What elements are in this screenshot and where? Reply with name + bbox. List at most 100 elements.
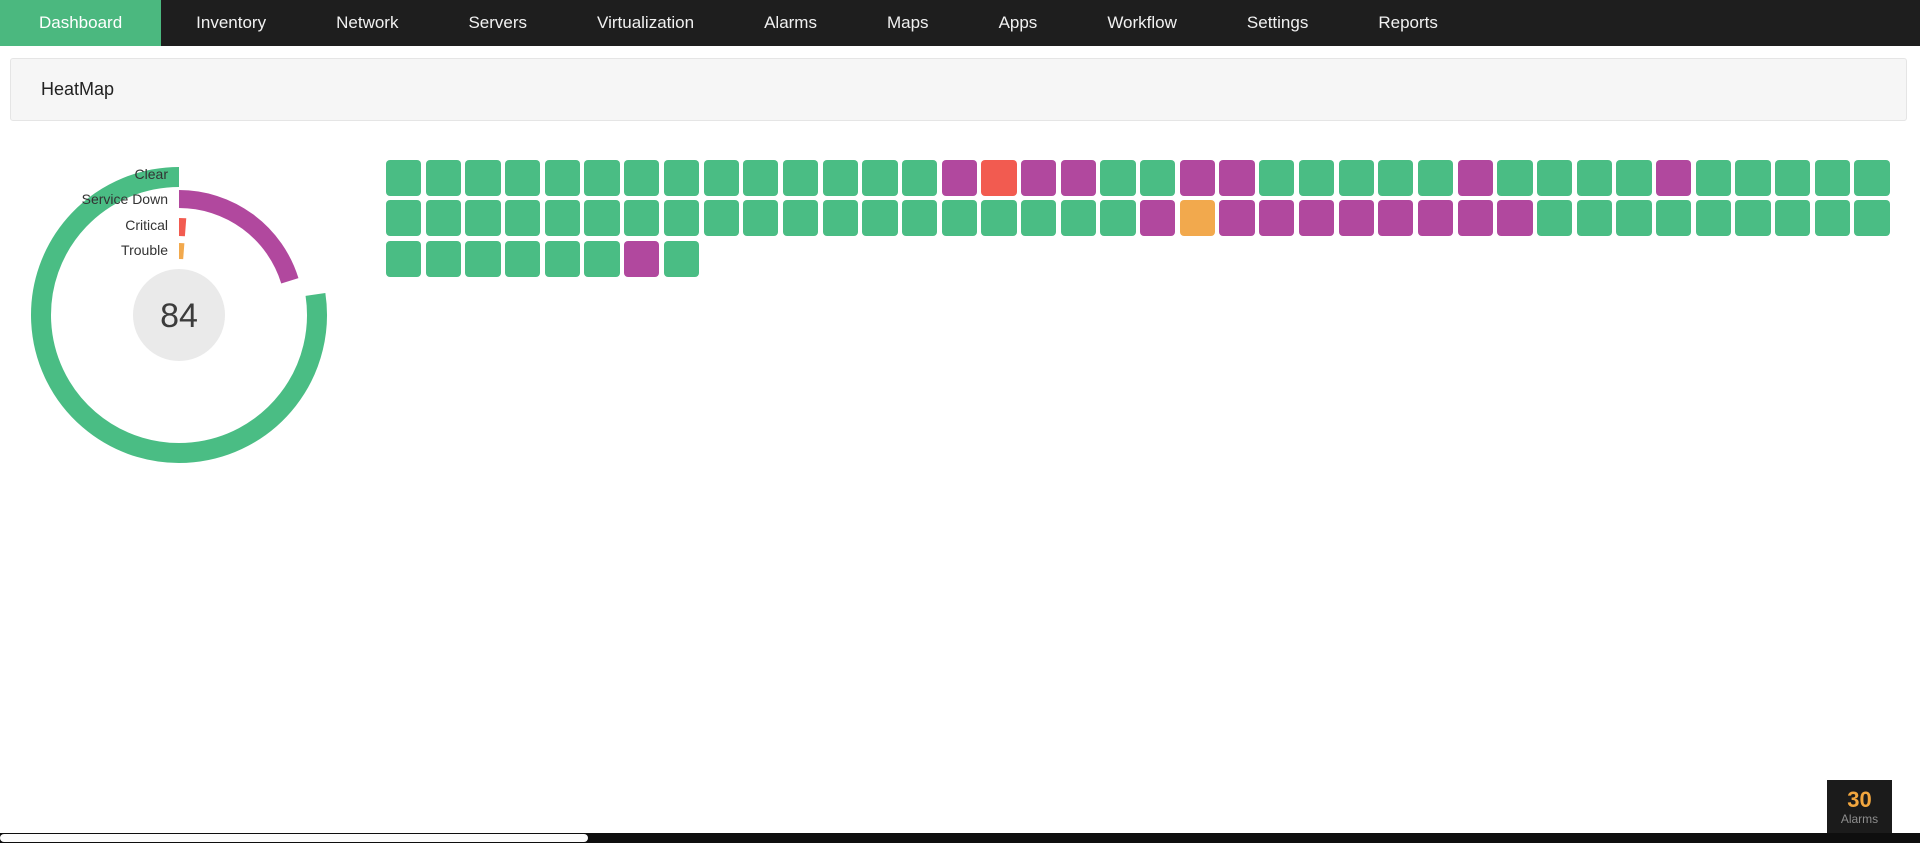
heatmap-cell-clear[interactable] [624,200,660,237]
heatmap-cell-service-down[interactable] [1457,200,1493,237]
heatmap-cell-clear[interactable] [1576,160,1612,196]
gauge-arc-clear [31,167,327,463]
nav-tab-inventory[interactable]: Inventory [196,13,267,32]
heatmap-cell-clear[interactable] [386,240,422,277]
heatmap-cell-clear[interactable] [1100,200,1136,237]
heatmap-cell-clear[interactable] [1775,200,1811,237]
heatmap-cell-service-down[interactable] [1219,200,1255,237]
heatmap-cell-clear[interactable] [1140,160,1176,196]
heatmap-cell-clear[interactable] [1775,160,1811,196]
heatmap-cell-clear[interactable] [1378,160,1414,196]
heatmap-cell-clear[interactable] [1695,200,1731,237]
nav-tab-alarms[interactable]: Alarms [764,13,817,32]
heatmap-cell-clear[interactable] [1060,200,1096,237]
heatmap-cell-clear[interactable] [1259,160,1295,196]
heatmap-cell-service-down[interactable] [1259,200,1295,237]
heatmap-cell-clear[interactable] [386,160,422,196]
heatmap-cell-clear[interactable] [1576,200,1612,237]
heatmap-cell-service-down[interactable] [1021,160,1057,196]
nav-tab-reports[interactable]: Reports [1378,13,1438,32]
heatmap-cell-clear[interactable] [465,240,501,277]
heatmap-cell-clear[interactable] [386,200,422,237]
heatmap-cell-clear[interactable] [743,160,779,196]
nav-tab-dashboard[interactable]: Dashboard [0,0,162,46]
heatmap-cell-clear[interactable] [584,240,620,277]
heatmap-cell-clear[interactable] [425,160,461,196]
heatmap-cell-clear[interactable] [941,200,977,237]
heatmap-cell-service-down[interactable] [1378,200,1414,237]
heatmap-cell-clear[interactable] [544,240,581,277]
nav-tab-network[interactable]: Network [336,13,399,32]
heatmap-cell-clear[interactable] [544,200,581,237]
heatmap-cell-service-down[interactable] [624,240,660,277]
nav-tab-apps[interactable]: Apps [998,13,1038,32]
nav-tab-servers[interactable]: Servers [468,13,528,32]
heatmap-cell-clear[interactable] [663,200,700,237]
heatmap-cell-clear[interactable] [425,240,461,277]
heatmap-cell-clear[interactable] [901,160,938,196]
heatmap-cell-clear[interactable] [505,160,541,196]
heatmap-cell-clear[interactable] [981,200,1017,237]
heatmap-panel: HeatMap 84 Clear Service Down Critical Trou… [10,58,1907,706]
heatmap-cell-clear[interactable] [1536,200,1573,237]
heatmap-cell-clear[interactable] [703,160,739,196]
heatmap-cell-clear[interactable] [465,160,501,196]
heatmap-cell-service-down[interactable] [1457,160,1493,196]
heatmap-cell-clear[interactable] [782,160,819,196]
heatmap-cell-clear[interactable] [901,200,938,237]
heatmap-cell-clear[interactable] [1536,160,1573,196]
heatmap-cell-clear[interactable] [822,160,858,196]
heatmap-cell-clear[interactable] [425,200,461,237]
heatmap-cell-clear[interactable] [1616,160,1652,196]
heatmap-cell-service-down[interactable] [1497,200,1533,237]
heatmap-cell-service-down[interactable] [1338,200,1374,237]
nav-tab-virtualization[interactable]: Virtualization [597,13,695,32]
heatmap-cell-clear[interactable] [505,200,541,237]
heatmap-cell-clear[interactable] [1854,200,1890,237]
heatmap-cell-clear[interactable] [1338,160,1374,196]
horizontal-scrollbar-thumb[interactable] [0,834,588,842]
heatmap-cell-clear[interactable] [624,160,660,196]
heatmap-cell-clear[interactable] [1814,200,1851,237]
heatmap-cell-clear[interactable] [1854,160,1890,196]
heatmap-cell-clear[interactable] [505,240,541,277]
heatmap-cell-clear[interactable] [743,200,779,237]
heatmap-cell-clear[interactable] [1814,160,1851,196]
heatmap-cell-clear[interactable] [465,200,501,237]
heatmap-cell-clear[interactable] [1735,200,1771,237]
heatmap-cell-clear[interactable] [663,240,700,277]
heatmap-cell-service-down[interactable] [1417,200,1454,237]
heatmap-cell-clear[interactable] [1497,160,1533,196]
alarms-badge[interactable]: 30 Alarms [1827,780,1892,834]
heatmap-cell-service-down[interactable] [1140,200,1176,237]
heatmap-cell-service-down[interactable] [941,160,977,196]
heatmap-cell-clear[interactable] [782,200,819,237]
heatmap-cell-clear[interactable] [1735,160,1771,196]
nav-tab-workflow[interactable]: Workflow [1107,13,1177,32]
heatmap-cell-service-down[interactable] [1060,160,1096,196]
heatmap-cell-clear[interactable] [1656,200,1692,237]
heatmap-cell-service-down[interactable] [1298,200,1335,237]
heatmap-cell-clear[interactable] [584,160,620,196]
heatmap-cell-critical[interactable] [981,160,1017,196]
heatmap-cell-clear[interactable] [1695,160,1731,196]
nav-tab-maps[interactable]: Maps [886,13,929,32]
heatmap-cell-clear[interactable] [1021,200,1057,237]
heatmap-cell-service-down[interactable] [1219,160,1255,196]
heatmap-cell-clear[interactable] [703,200,739,237]
heatmap-cell-clear[interactable] [663,160,700,196]
nav-tab-settings[interactable]: Settings [1246,13,1309,32]
heatmap-cell-clear[interactable] [822,200,858,237]
heatmap-cell-clear[interactable] [584,200,620,237]
heatmap-cell-clear[interactable] [862,200,898,237]
heatmap-cell-clear[interactable] [1417,160,1454,196]
heatmap-cell-trouble[interactable] [1179,200,1216,237]
heatmap-cell-clear[interactable] [1100,160,1136,196]
panel-body: 84 Clear Service Down Critical Trouble [10,121,1907,706]
heatmap-cell-clear[interactable] [1298,160,1335,196]
heatmap-cell-clear[interactable] [1616,200,1652,237]
heatmap-cell-service-down[interactable] [1656,160,1692,196]
heatmap-cell-clear[interactable] [544,160,581,196]
heatmap-cell-service-down[interactable] [1179,160,1216,196]
heatmap-cell-clear[interactable] [862,160,898,196]
